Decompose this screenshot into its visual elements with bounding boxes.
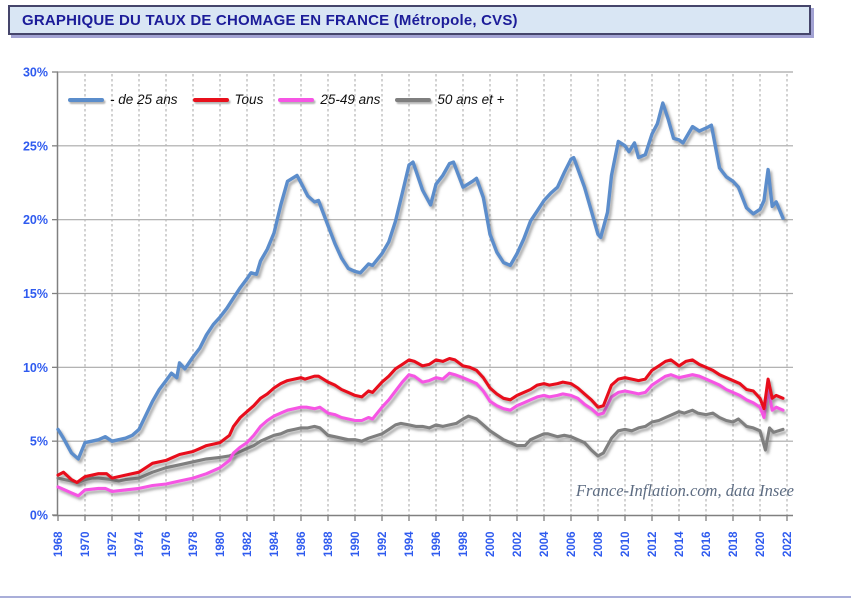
legend-label: 25-49 ans <box>320 92 381 107</box>
svg-text:1990: 1990 <box>350 531 362 557</box>
svg-text:15%: 15% <box>23 287 48 301</box>
svg-text:10%: 10% <box>23 361 48 375</box>
watermark-text: France-Inflation.com, data Insee <box>575 481 794 500</box>
svg-text:2006: 2006 <box>566 531 578 557</box>
legend-label: - de 25 ans <box>110 92 178 107</box>
legend-swatch-icon <box>68 97 104 102</box>
svg-text:2016: 2016 <box>701 531 713 557</box>
svg-text:1992: 1992 <box>377 531 389 557</box>
svg-text:2002: 2002 <box>512 531 524 557</box>
svg-text:1974: 1974 <box>134 531 146 557</box>
svg-text:1996: 1996 <box>431 531 443 557</box>
svg-text:5%: 5% <box>30 435 48 449</box>
legend-item-25-49-ans: 25-49 ans <box>278 92 380 107</box>
legend-item-moins-de-25-ans: - de 25 ans <box>68 92 178 107</box>
svg-text:2014: 2014 <box>674 531 686 557</box>
svg-text:2008: 2008 <box>593 531 605 557</box>
svg-text:2022: 2022 <box>782 531 794 557</box>
svg-text:1982: 1982 <box>242 531 254 557</box>
svg-text:20%: 20% <box>23 213 48 227</box>
svg-text:2012: 2012 <box>647 531 659 557</box>
chart-legend: - de 25 ans Tous 25-49 ans 50 ans et + <box>68 92 505 107</box>
svg-text:2018: 2018 <box>728 531 740 557</box>
svg-text:1980: 1980 <box>215 531 227 557</box>
svg-text:25%: 25% <box>23 139 48 153</box>
svg-text:1968: 1968 <box>53 531 65 557</box>
legend-swatch-icon <box>278 97 315 102</box>
svg-text:1970: 1970 <box>80 531 92 557</box>
svg-text:2010: 2010 <box>620 531 632 557</box>
svg-text:2020: 2020 <box>755 531 767 557</box>
legend-swatch-icon <box>395 97 432 102</box>
legend-label: Tous <box>234 92 264 107</box>
svg-text:1972: 1972 <box>107 531 119 557</box>
svg-text:2004: 2004 <box>539 531 551 557</box>
svg-text:30%: 30% <box>23 66 48 80</box>
svg-text:2000: 2000 <box>485 531 497 557</box>
bottom-divider <box>0 596 851 598</box>
svg-text:1984: 1984 <box>269 531 281 557</box>
svg-text:1988: 1988 <box>323 531 335 557</box>
svg-text:1998: 1998 <box>458 531 470 557</box>
svg-text:1986: 1986 <box>296 531 308 557</box>
page-title: GRAPHIQUE DU TAUX DE CHOMAGE EN FRANCE (… <box>22 11 518 29</box>
svg-text:1978: 1978 <box>188 531 200 557</box>
svg-text:1976: 1976 <box>161 531 173 557</box>
legend-item-50-ans-et-plus: 50 ans et + <box>395 92 505 107</box>
legend-label: 50 ans et + <box>437 92 505 107</box>
legend-item-tous: Tous <box>192 92 264 107</box>
svg-text:1994: 1994 <box>404 531 416 557</box>
svg-text:0%: 0% <box>30 509 48 523</box>
legend-swatch-icon <box>192 97 229 102</box>
chart-title-bar: GRAPHIQUE DU TAUX DE CHOMAGE EN FRANCE (… <box>8 5 811 35</box>
